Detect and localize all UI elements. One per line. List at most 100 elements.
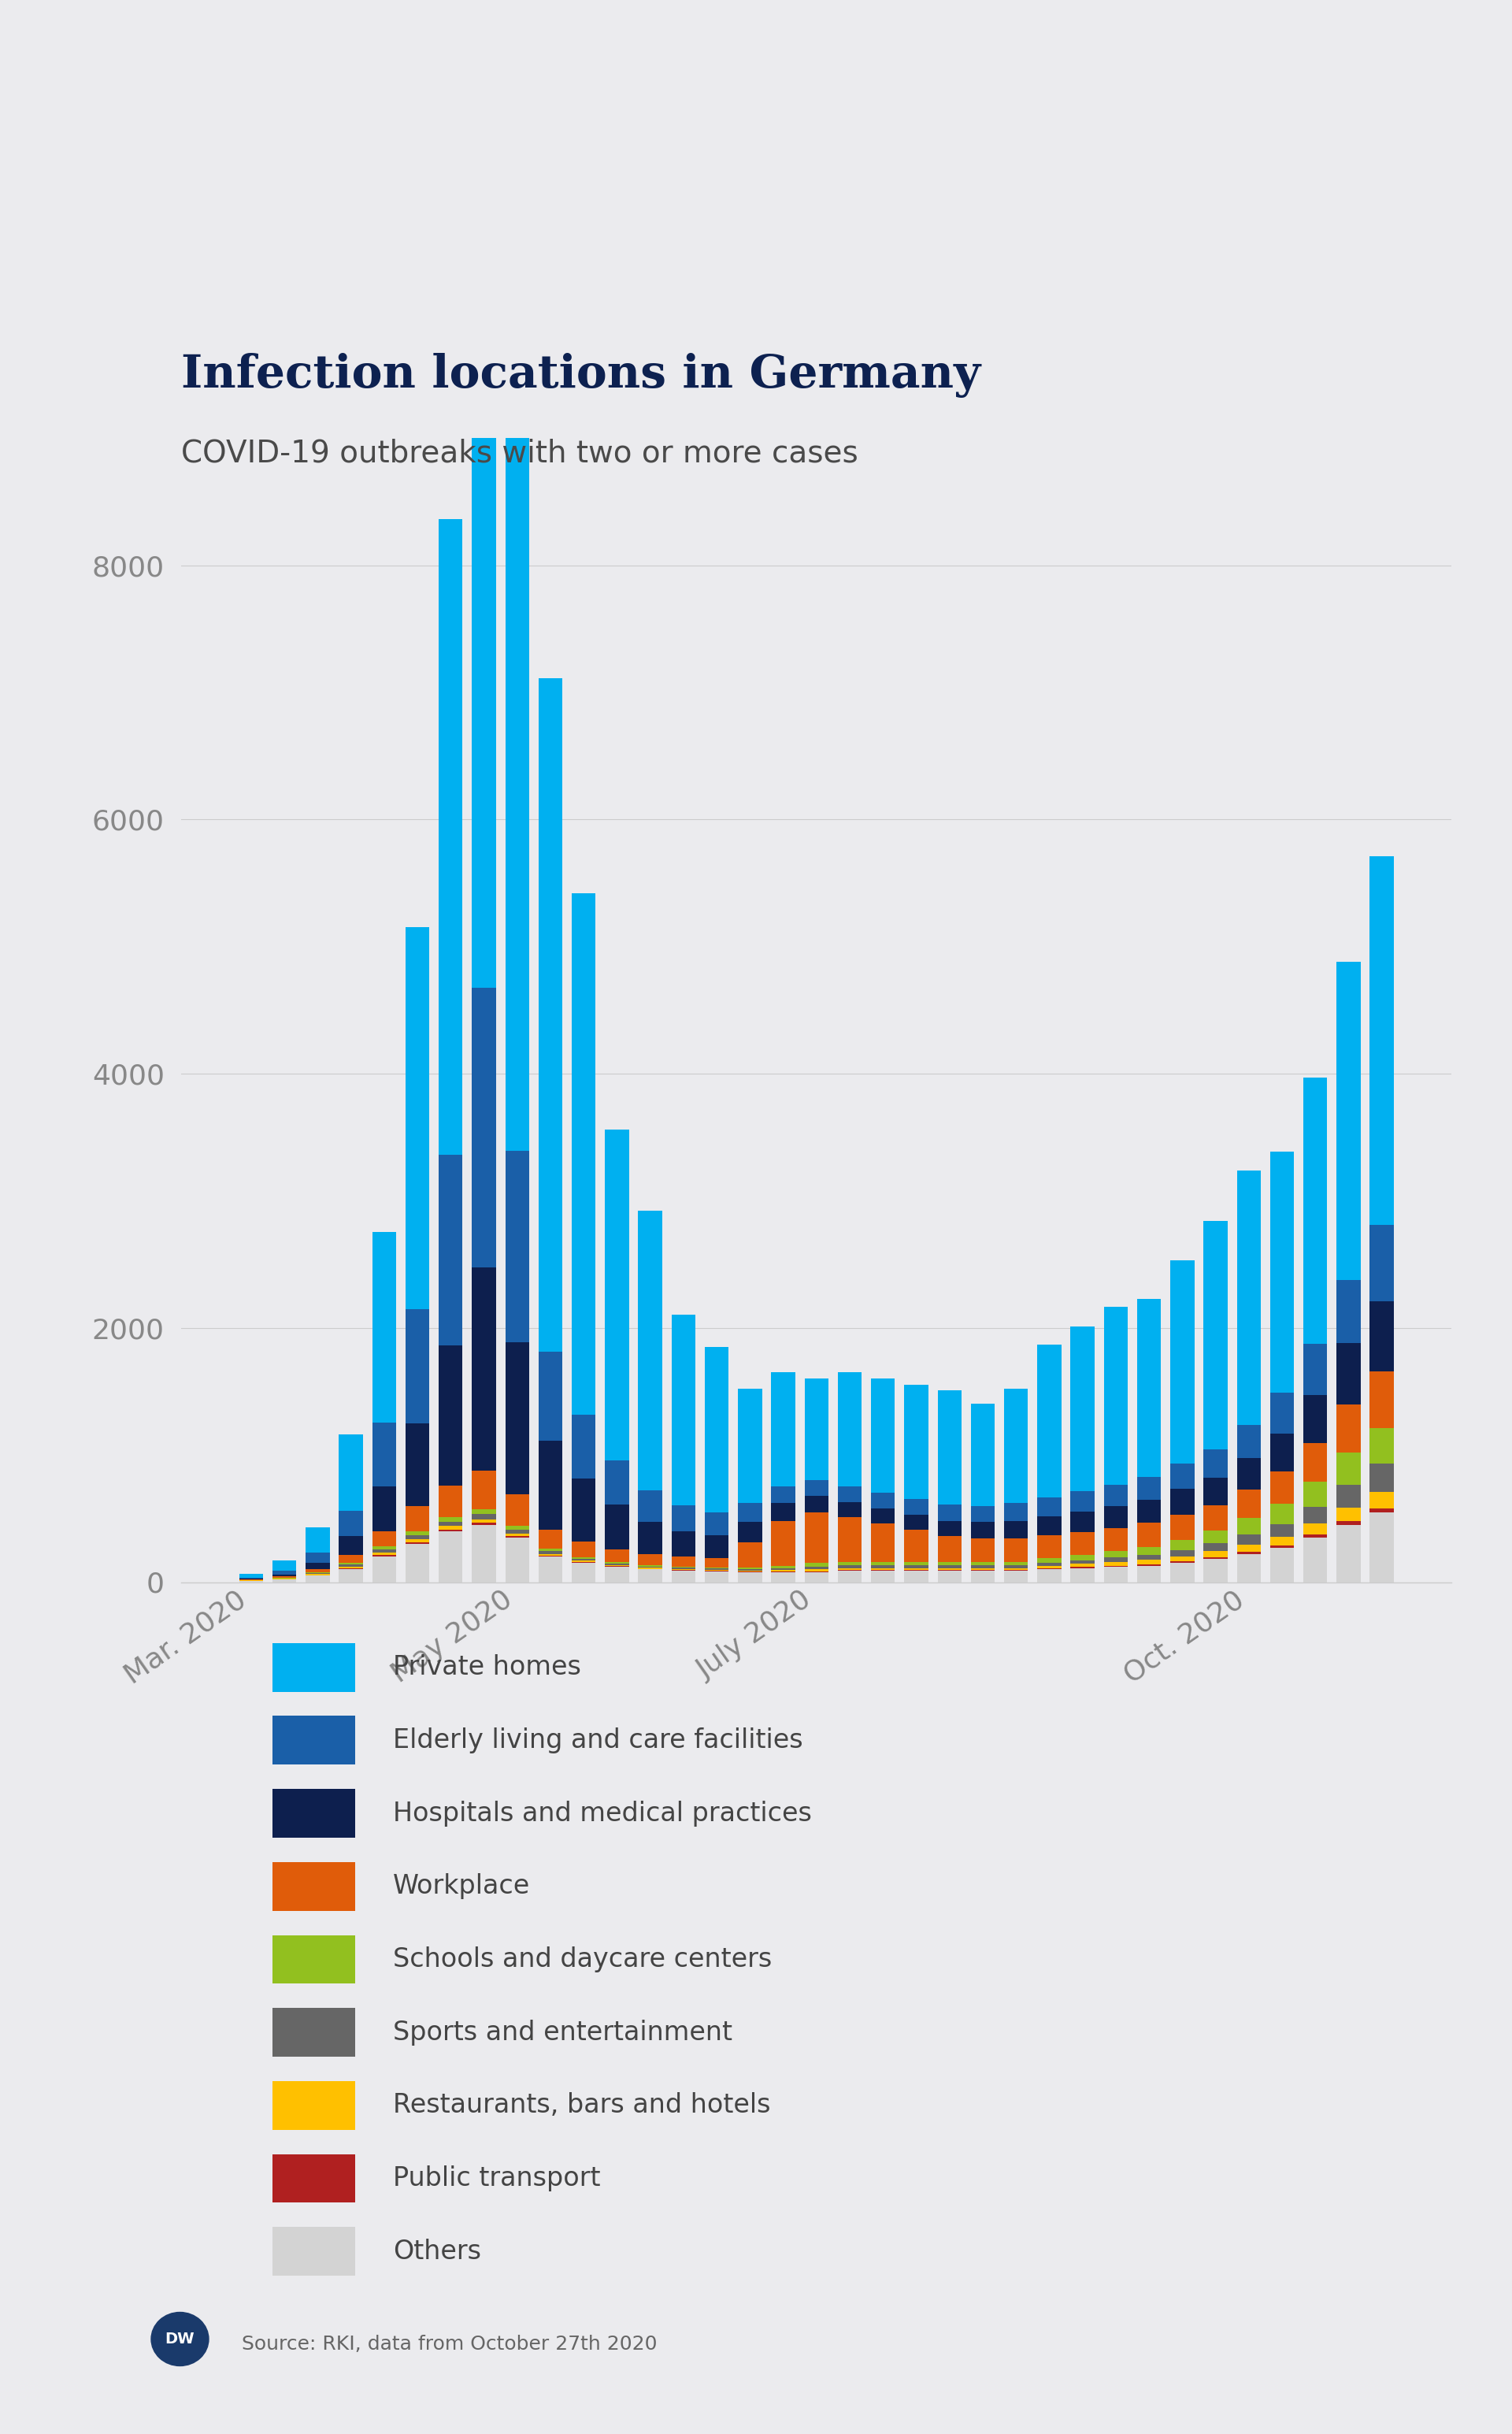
Bar [804, 1572, 829, 1582]
Bar [971, 1563, 995, 1565]
Bar [771, 1565, 795, 1567]
Bar [538, 1441, 562, 1529]
Bar [1204, 1560, 1228, 1582]
Bar [1137, 1565, 1161, 1582]
Bar [339, 1512, 363, 1536]
Bar [1070, 1565, 1095, 1567]
Bar [937, 1536, 962, 1563]
Bar [472, 0, 496, 988]
Bar [1370, 1492, 1394, 1509]
Bar [1370, 1224, 1394, 1302]
Bar [1004, 1390, 1028, 1504]
Bar [1170, 1261, 1194, 1463]
Bar [239, 1575, 263, 1577]
Bar [505, 1341, 529, 1494]
Bar [871, 1524, 895, 1563]
Bar [339, 1536, 363, 1555]
Bar [1170, 1563, 1194, 1582]
Bar [804, 1480, 829, 1494]
Bar [937, 1390, 962, 1504]
Bar [1070, 1555, 1095, 1560]
Text: Elderly living and care facilities: Elderly living and care facilities [393, 1728, 803, 1752]
Bar [971, 1538, 995, 1563]
Bar [804, 1494, 829, 1512]
Bar [272, 1580, 296, 1582]
Bar [438, 1156, 463, 1346]
Bar [438, 518, 463, 1156]
Bar [1303, 1078, 1328, 1344]
Bar [1070, 1560, 1095, 1565]
Bar [871, 1378, 895, 1492]
Bar [1370, 857, 1394, 1224]
Bar [1004, 1538, 1028, 1563]
Bar [1037, 1344, 1061, 1497]
Bar [1170, 1541, 1194, 1550]
Bar [771, 1572, 795, 1582]
Text: Infection locations in Germany: Infection locations in Germany [181, 353, 981, 397]
Bar [705, 1536, 729, 1558]
Text: DW: DW [165, 2332, 195, 2346]
Bar [1337, 1344, 1361, 1404]
Bar [1303, 1443, 1328, 1482]
Text: Sports and entertainment: Sports and entertainment [393, 2020, 732, 2045]
Bar [705, 1558, 729, 1567]
Text: Others: Others [393, 2239, 481, 2264]
Bar [538, 1548, 562, 1550]
Bar [438, 1516, 463, 1521]
Bar [738, 1521, 762, 1543]
Bar [405, 1531, 429, 1536]
Bar [705, 1572, 729, 1582]
Bar [372, 1487, 396, 1531]
Bar [538, 679, 562, 1351]
Bar [538, 1529, 562, 1548]
Bar [838, 1516, 862, 1563]
Bar [1104, 1485, 1128, 1507]
Bar [372, 1232, 396, 1424]
Bar [505, 1494, 529, 1526]
Bar [505, 1151, 529, 1341]
Bar [937, 1570, 962, 1582]
Bar [1270, 1504, 1294, 1524]
Bar [1370, 1429, 1394, 1463]
Bar [1270, 1524, 1294, 1536]
Circle shape [151, 2312, 209, 2366]
Bar [1303, 1344, 1328, 1395]
Bar [339, 1570, 363, 1582]
Bar [1303, 1395, 1328, 1443]
Bar [771, 1521, 795, 1565]
Bar [1303, 1538, 1328, 1582]
Bar [671, 1570, 696, 1582]
Bar [1004, 1521, 1028, 1538]
Bar [605, 1460, 629, 1504]
Bar [572, 1477, 596, 1541]
Bar [738, 1572, 762, 1582]
Bar [1104, 1550, 1128, 1558]
Bar [1270, 1151, 1294, 1392]
Bar [305, 1553, 330, 1563]
Bar [1270, 1536, 1294, 1546]
Bar [1137, 1499, 1161, 1524]
Bar [1237, 1490, 1261, 1519]
Bar [1104, 1567, 1128, 1582]
Bar [638, 1553, 662, 1565]
Bar [904, 1385, 928, 1499]
Bar [971, 1570, 995, 1582]
Bar [1137, 1300, 1161, 1477]
Bar [904, 1565, 928, 1567]
Bar [937, 1521, 962, 1536]
Bar [1037, 1570, 1061, 1582]
Bar [838, 1373, 862, 1487]
Bar [1004, 1563, 1028, 1565]
Bar [771, 1504, 795, 1521]
Bar [871, 1565, 895, 1567]
Bar [1237, 1533, 1261, 1546]
Bar [1337, 1524, 1361, 1582]
Bar [1270, 1434, 1294, 1473]
Bar [1204, 1504, 1228, 1531]
Bar [937, 1563, 962, 1565]
Bar [1004, 1504, 1028, 1521]
Bar [871, 1570, 895, 1582]
Bar [671, 1507, 696, 1531]
Bar [372, 1550, 396, 1553]
Bar [1270, 1548, 1294, 1582]
